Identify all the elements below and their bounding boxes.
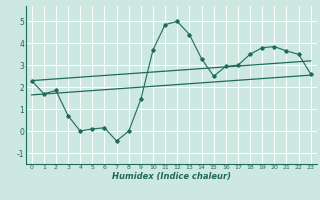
X-axis label: Humidex (Indice chaleur): Humidex (Indice chaleur)	[112, 172, 231, 181]
